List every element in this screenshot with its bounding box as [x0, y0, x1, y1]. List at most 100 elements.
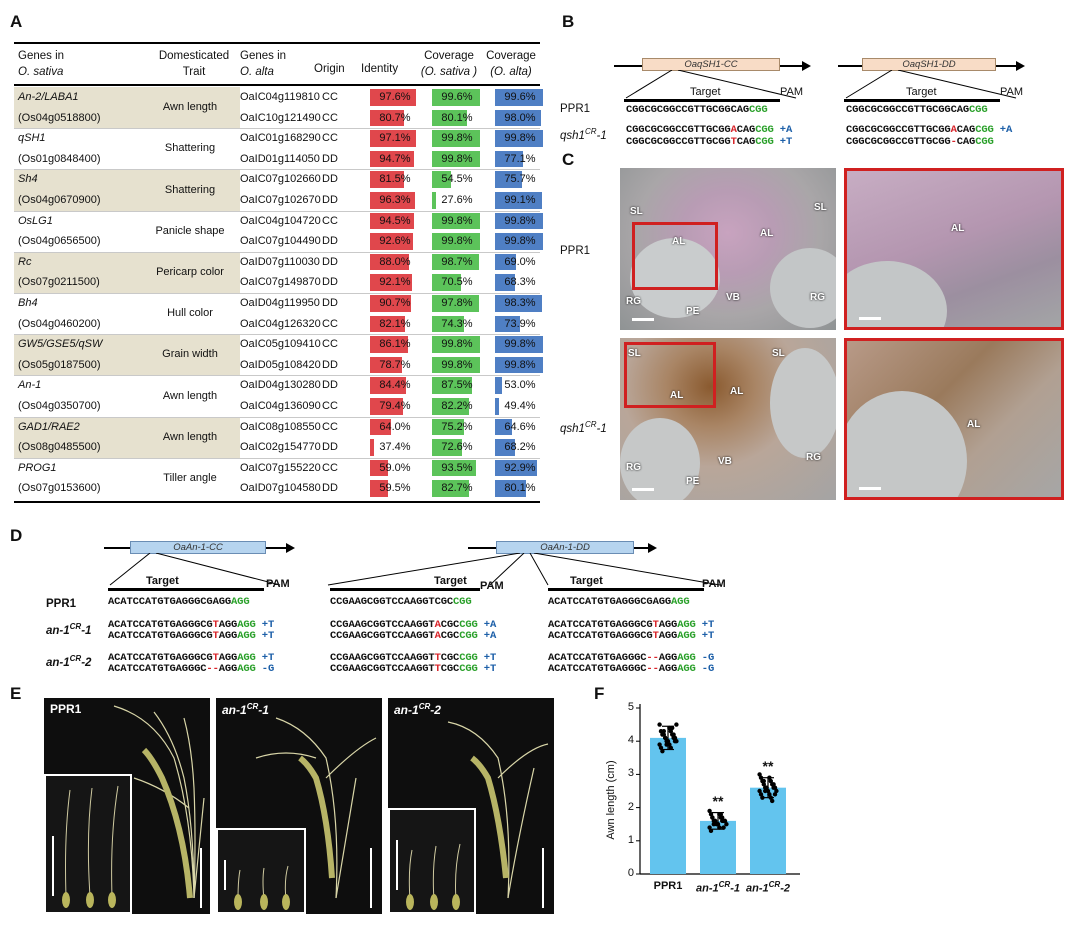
identity-bar: 90.7% — [370, 295, 412, 312]
trait-cell: Tiller angle — [163, 472, 217, 485]
table-row: (Os04g0656500) OaIC07g104490 DD 92.6% 99.8% 9… — [14, 231, 543, 252]
data-point — [707, 825, 712, 830]
qsh1-mutant-label-b: qsh1CR-1 — [560, 127, 607, 142]
data-point — [771, 785, 776, 790]
gene-sativa-cell: (Os04g0350700) — [18, 400, 101, 412]
data-point — [658, 745, 664, 751]
gene-alta-cell: OaID01g114050 — [240, 152, 320, 165]
gene-box-oaan1-cc: OaAn-1-CC — [130, 541, 266, 554]
identity-bar: 64.0% — [370, 418, 411, 436]
data-point — [768, 795, 773, 800]
data-point — [672, 735, 678, 741]
origin-cell: DD — [322, 173, 338, 186]
header-trait: Domesticated Trait — [158, 50, 230, 78]
cov_s-bar: 87.5% — [432, 377, 473, 394]
gene-box-oaqsh1-cc: OaqSH1-CC — [642, 58, 780, 71]
x-tick-label-2: an-1CR-2 — [746, 880, 790, 895]
gene-sativa-cell: PROG1 — [18, 461, 57, 474]
gene-sativa-cell: (Os04g0670900) — [18, 194, 101, 206]
ppr1-label-b: PPR1 — [560, 103, 591, 115]
identity-bar: 97.1% — [370, 130, 416, 147]
an1-cr2-label-d: an-1CR-2 — [46, 654, 92, 669]
gene-alta-cell: OaIC07g155220 — [240, 461, 321, 474]
gene-sativa-cell: Rc — [18, 255, 32, 268]
pam-label-d1: PAM — [266, 578, 290, 590]
origin-cell: CC — [322, 400, 338, 412]
cov_a-bar: 49.4% — [495, 398, 536, 415]
table-row: (Os07g0211500) OaIC07g149870 DD 92.1% 70.5% 6… — [14, 272, 540, 293]
data-point — [721, 825, 726, 830]
cov_s-bar: 99.8% — [432, 150, 480, 168]
x-tick-label-0: PPR1 — [653, 880, 683, 892]
cov_a-bar: 68.3% — [495, 274, 536, 291]
inset-ppr1 — [44, 774, 132, 914]
data-point — [713, 818, 718, 824]
y-tick-label: 1 — [627, 833, 634, 846]
identity-bar: 59.5% — [370, 480, 411, 497]
identity-bar: 86.1% — [370, 336, 411, 353]
pam-label-dd: PAM — [1000, 86, 1024, 98]
cov_s-bar: 99.8% — [432, 212, 480, 230]
data-point — [760, 795, 765, 800]
gene-sativa-cell: (Os07g0153600) — [18, 482, 101, 495]
origin-cell: DD — [322, 358, 338, 371]
identity-bar: 81.5% — [370, 171, 411, 188]
panel-label-f: F — [594, 684, 605, 703]
panel-label-a: A — [10, 12, 23, 31]
origin-cell: CC — [322, 338, 338, 351]
seq-d3-wt: ACATCCATGTGAGGGCGAGGAGG — [548, 596, 690, 608]
seq-d1-m1b: ACATCCATGTGAGGGCGTAGGAGG +T — [108, 630, 275, 642]
row-label-ppr1-c: PPR1 — [560, 245, 591, 257]
identity-bar: 94.5% — [370, 212, 414, 230]
data-point — [763, 788, 768, 794]
cov_a-bar: 99.8% — [495, 336, 543, 353]
seq-d3-m1b: ACATCCATGTGAGGGCGTAGGAGG +T — [548, 630, 715, 642]
cov_a-bar: 53.0% — [495, 377, 536, 394]
gene-sativa-cell: (Os04g0460200) — [18, 317, 101, 330]
data-point — [708, 812, 714, 817]
cov_a-bar: 68.2% — [495, 439, 536, 456]
photo-ppr1-label: PPR1 — [50, 702, 82, 716]
bar-2 — [750, 787, 786, 874]
micrograph-qsh1-overview: SL AL AL SL RG PE VB RG — [620, 338, 836, 500]
data-point — [663, 735, 668, 741]
gene-alta-cell: OaIC07g149870 — [240, 276, 321, 289]
data-point — [720, 818, 725, 824]
seq-d2-wt: CCGAAGCGGTCCAAGGTCGCCGG — [330, 596, 472, 608]
gene-alta-cell: OaIC05g109410 — [240, 338, 321, 351]
trait-cell: Shattering — [164, 183, 216, 196]
target-zoom-lines-dd — [845, 70, 1017, 99]
data-point — [674, 722, 679, 727]
y-tick-label: 3 — [627, 767, 634, 780]
origin-cell: DD — [322, 276, 338, 289]
gene-alta-cell: OaID07g104580 — [240, 482, 321, 495]
gene-sativa-cell: An-1 — [18, 379, 42, 392]
gene-alta-cell: OaIC04g104720 — [240, 214, 321, 227]
data-point — [664, 742, 669, 747]
cov_a-bar: 99.8% — [495, 212, 543, 230]
origin-cell: CC — [322, 214, 338, 227]
cov_a-bar: 73.9% — [495, 315, 536, 333]
gene-sativa-cell: Sh4 — [18, 173, 38, 186]
identity-bar: 78.7% — [370, 356, 411, 374]
trait-cell: Pericarp color — [156, 266, 224, 279]
micrograph-ppr1-overview: SL AL AL SL RG PE VB RG — [620, 168, 836, 330]
seq-d1-wt: ACATCCATGTGAGGGCGAGGAGG — [108, 596, 250, 608]
cov_a-bar: 99.8% — [495, 356, 543, 374]
trait-cell: Grain width — [162, 348, 218, 361]
origin-cell: DD — [322, 194, 338, 206]
data-point — [661, 732, 666, 737]
origin-cell: CC — [322, 132, 338, 145]
gene-sativa-cell: OsLG1 — [18, 214, 53, 227]
gene-sativa-cell: An-2/LABA1 — [18, 91, 79, 103]
cov_s-bar: 82.2% — [432, 398, 473, 415]
header-origin: Origin — [314, 63, 345, 75]
table-row: (Os04g0518800) OaIC10g121490 CC 80.7% 80.1% 9… — [14, 108, 542, 129]
identity-bar: 84.4% — [370, 377, 411, 394]
gene-alta-cell: OaIC01g168290 — [240, 132, 321, 145]
cov_s-bar: 99.8% — [432, 130, 480, 147]
y-tick-label: 2 — [627, 800, 634, 813]
cov_s-bar: 82.7% — [432, 480, 473, 497]
header-genes-sativa: Genes in O. sativa — [18, 50, 65, 78]
